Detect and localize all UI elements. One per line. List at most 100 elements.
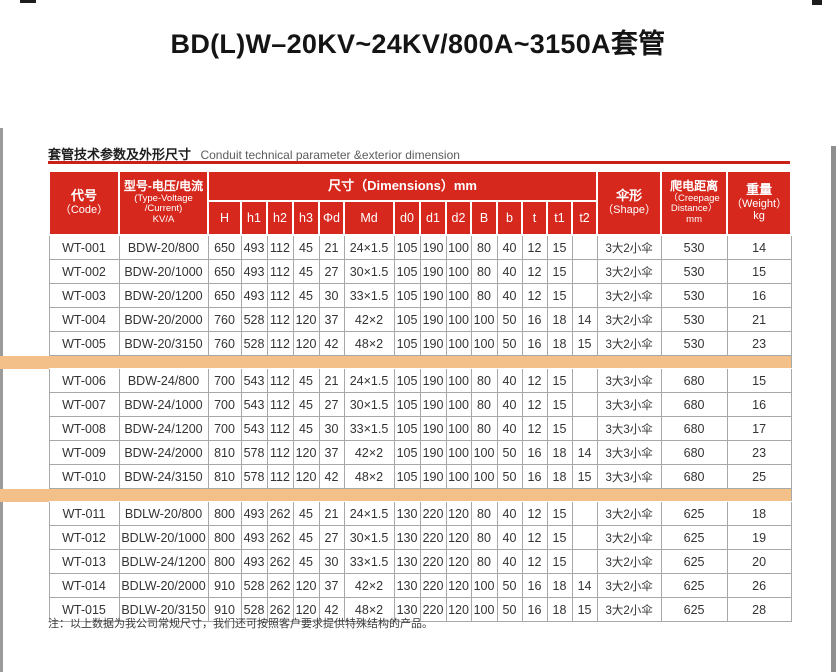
weight-cell: 19	[726, 525, 792, 550]
creepage-cell: 680	[660, 416, 728, 441]
shape-cell: 3大2小伞	[596, 525, 662, 550]
dim-cell: 120	[445, 501, 472, 526]
dim-cell: 15	[546, 368, 573, 393]
dim-cell	[571, 283, 598, 308]
header-dim-t2: t2	[570, 200, 599, 236]
shape-cell: 3大3小伞	[596, 416, 662, 441]
shape-cell: 3大2小伞	[596, 501, 662, 526]
weight-cell: 18	[726, 501, 792, 526]
shape-cell: 3大3小伞	[596, 392, 662, 417]
dim-cell: 33×1.5	[343, 549, 395, 574]
dim-cell: 650	[207, 283, 242, 308]
weight-cell: 16	[726, 283, 792, 308]
dim-cell: 12	[521, 525, 548, 550]
model-cell: BDW-20/3150	[118, 331, 209, 356]
dim-cell: 40	[496, 416, 523, 441]
table-row: WT-012 BDLW-20/1000 800 493 262 45 27 30×1.5 130…	[48, 525, 792, 550]
dim-cell: 16	[521, 307, 548, 332]
dim-cell: 120	[445, 525, 472, 550]
dim-cell: 50	[496, 573, 523, 598]
dim-cell: 45	[292, 392, 320, 417]
dim-cell: 262	[266, 525, 294, 550]
dim-cell: 120	[445, 597, 472, 622]
dim-cell: 50	[496, 307, 523, 332]
creepage-cell: 625	[660, 597, 728, 622]
shape-cell: 3大2小伞	[596, 307, 662, 332]
dim-cell: 80	[470, 234, 498, 260]
dim-cell: 15	[571, 597, 598, 622]
table-row: WT-002 BDW-20/1000 650 493 112 45 27 30×1.5 105 1…	[48, 259, 792, 284]
dim-cell: 30×1.5	[343, 392, 395, 417]
dim-cell: 105	[393, 464, 421, 489]
dim-cell: 12	[521, 501, 548, 526]
dim-cell: 48×2	[343, 331, 395, 356]
dim-cell: 112	[266, 392, 294, 417]
dim-cell: 262	[266, 597, 294, 622]
dim-cell: 112	[266, 283, 294, 308]
dim-cell: 130	[393, 501, 421, 526]
dim-cell: 27	[318, 525, 345, 550]
dim-cell: 40	[496, 525, 523, 550]
dim-cell: 120	[292, 597, 320, 622]
dim-cell: 100	[445, 392, 472, 417]
dim-cell: 80	[470, 501, 498, 526]
dim-cell: 48×2	[343, 464, 395, 489]
weight-cell: 15	[726, 259, 792, 284]
dim-cell: 30	[318, 416, 345, 441]
dim-cell: 190	[419, 416, 447, 441]
creepage-cell: 530	[660, 234, 728, 260]
section-heading: 套管技术参数及外形尺寸 Conduit technical parameter …	[48, 144, 460, 164]
dim-cell: 42×2	[343, 573, 395, 598]
page-right-edge	[831, 146, 836, 672]
separator-band-left-2	[0, 488, 49, 502]
dim-cell: 910	[207, 597, 242, 622]
dim-cell: 33×1.5	[343, 416, 395, 441]
dim-cell: 24×1.5	[343, 501, 395, 526]
header-dim-h2: h2	[266, 200, 294, 236]
dim-cell: 105	[393, 392, 421, 417]
creepage-cell: 680	[660, 464, 728, 489]
dim-cell: 220	[419, 549, 447, 574]
model-cell: BDW-20/1200	[118, 283, 209, 308]
dim-cell: 12	[521, 234, 548, 260]
dim-cell: 18	[546, 464, 573, 489]
shape-cell: 3大3小伞	[596, 464, 662, 489]
dim-cell: 80	[470, 525, 498, 550]
shape-cell: 3大2小伞	[596, 597, 662, 622]
code-cell: WT-006	[48, 368, 120, 393]
dim-cell: 543	[240, 392, 268, 417]
dim-cell	[571, 392, 598, 417]
dim-cell: 262	[266, 501, 294, 526]
dim-cell: 100	[445, 283, 472, 308]
shape-cell: 3大3小伞	[596, 368, 662, 393]
header-dim-d1: d1	[419, 200, 447, 236]
dim-cell: 16	[521, 440, 548, 465]
dim-cell: 700	[207, 368, 242, 393]
dim-cell: 80	[470, 368, 498, 393]
dim-cell: 112	[266, 464, 294, 489]
dim-cell: 190	[419, 440, 447, 465]
dim-cell: 14	[571, 573, 598, 598]
dim-cell: 40	[496, 234, 523, 260]
weight-cell: 23	[726, 331, 792, 356]
dim-cell: 45	[292, 416, 320, 441]
dim-cell: 50	[496, 331, 523, 356]
dim-cell: 100	[445, 368, 472, 393]
dim-cell: 100	[470, 440, 498, 465]
dim-cell: 15	[546, 549, 573, 574]
dim-cell: 105	[393, 283, 421, 308]
header-model: 型号-电压/电流 (Type-Voltage /Current) KV/A	[118, 170, 209, 236]
header-weight: 重量 （Weight） kg	[726, 170, 793, 236]
dim-cell: 810	[207, 464, 242, 489]
code-cell: WT-008	[48, 416, 120, 441]
table-row: WT-011 BDLW-20/800 800 493 262 45 21 24×1.5 130 2…	[48, 501, 792, 526]
weight-cell: 21	[726, 307, 792, 332]
code-cell: WT-011	[48, 501, 120, 526]
creepage-cell: 530	[660, 331, 728, 356]
section-heading-en: Conduit technical parameter &exterior di…	[200, 148, 460, 162]
code-cell: WT-009	[48, 440, 120, 465]
dim-cell: 112	[266, 368, 294, 393]
header-dim-d0: d0	[393, 200, 421, 236]
dim-cell: 100	[470, 331, 498, 356]
